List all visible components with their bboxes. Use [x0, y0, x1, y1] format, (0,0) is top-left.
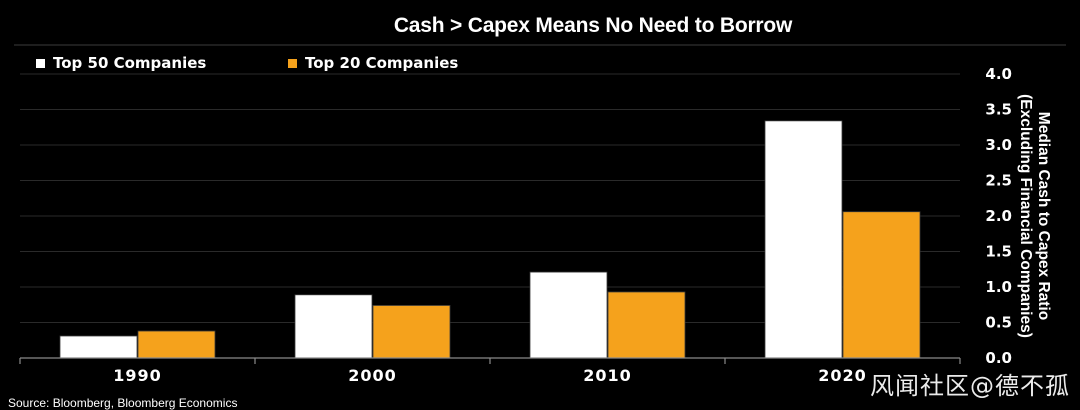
y-tick-label: 1.5 — [985, 243, 1012, 261]
legend-swatch-top-20-companies — [288, 59, 297, 68]
y-axis-label: Median Cash to Capex Ratio(Excluding Fin… — [1017, 94, 1052, 338]
bar-top-20-companies-2010 — [607, 291, 686, 359]
y-tick-label: 1.0 — [985, 278, 1012, 296]
x-axis-category-labels: 1990 2000 2010 2020 — [113, 366, 867, 385]
legend-label-top-50-companies: Top 50 Companies — [53, 54, 206, 72]
y-tick-label: 0.0 — [985, 349, 1012, 367]
y-tick-label: 3.5 — [985, 101, 1012, 119]
chart-title: Cash > Capex Means No Need to Borrow — [393, 14, 793, 37]
legend: Top 50 Companies Top 20 Companies — [36, 54, 458, 72]
legend-swatch-top-50-companies — [36, 59, 45, 68]
y-axis-tick-labels: 0.0 0.5 1.0 1.5 2.0 2.5 3.0 3.5 4.0 — [985, 65, 1012, 367]
y-tick-label: 2.0 — [985, 207, 1012, 225]
bar-top-20-companies-2020 — [842, 211, 921, 359]
y-tick-label: 3.0 — [985, 136, 1012, 154]
y-tick-label: 2.5 — [985, 172, 1012, 190]
y-tick-label: 0.5 — [985, 314, 1012, 332]
y-axis-label-line: (Excluding Financial Companies) — [1017, 94, 1034, 338]
x-tick-label-2020: 2020 — [818, 366, 867, 385]
bars — [59, 120, 921, 359]
legend-label-top-20-companies: Top 20 Companies — [305, 54, 458, 72]
x-axis-ticks — [19, 358, 961, 364]
x-tick-label-1990: 1990 — [113, 366, 162, 385]
bar-top-50-companies-2020 — [764, 120, 843, 359]
title-divider — [14, 44, 1066, 46]
watermark: 风闻社区@德不孤 — [870, 372, 1070, 400]
bar-top-20-companies-2000 — [372, 305, 451, 359]
y-axis-label-line: Median Cash to Capex Ratio — [1035, 112, 1052, 320]
bar-top-20-companies-1990 — [137, 330, 216, 359]
x-tick-label-2000: 2000 — [348, 366, 397, 385]
x-tick-label-2010: 2010 — [583, 366, 632, 385]
bar-top-50-companies-2010 — [529, 271, 608, 359]
y-tick-label: 4.0 — [985, 65, 1012, 83]
gridlines — [20, 73, 960, 323]
source-note: Source: Bloomberg, Bloomberg Economics — [8, 396, 238, 410]
bar-top-50-companies-1990 — [59, 335, 138, 359]
bar-top-50-companies-2000 — [294, 294, 373, 359]
